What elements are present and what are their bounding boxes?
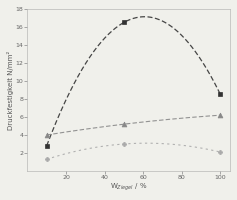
Y-axis label: Druckfestigkeit N/mm²: Druckfestigkeit N/mm² [7, 50, 14, 130]
X-axis label: W$_{Ziegel}$ / %: W$_{Ziegel}$ / % [110, 182, 147, 193]
